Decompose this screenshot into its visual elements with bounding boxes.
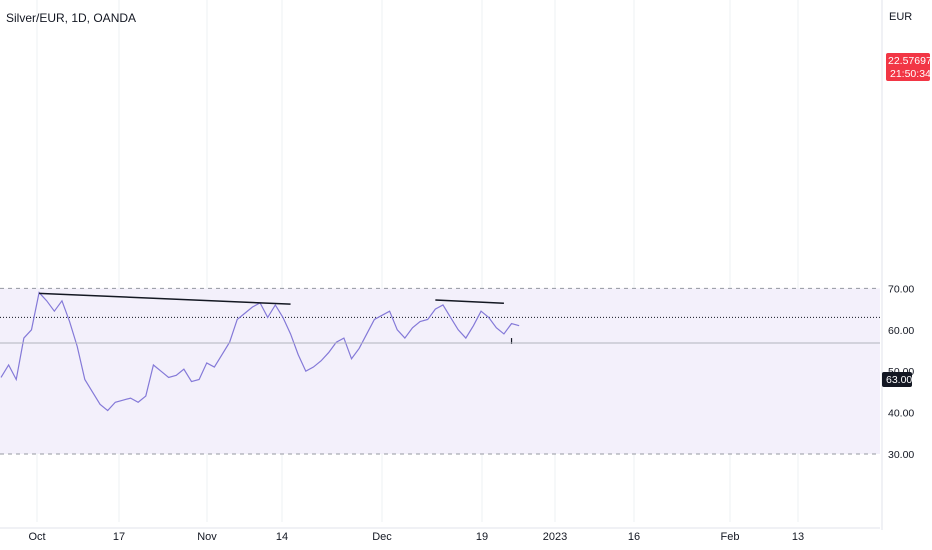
rsi-tick-label: 40.00 xyxy=(888,408,914,420)
rsi-tick-label: 70.00 xyxy=(888,283,914,295)
currency-label: EUR xyxy=(889,11,912,23)
chart-title: Silver/EUR, 1D, OANDA xyxy=(6,11,136,25)
price-badge-countdown: 21:50:34 xyxy=(890,68,931,80)
time-tick-label: Feb xyxy=(721,531,740,543)
price-badge: 22.57697 21:50:34 xyxy=(886,53,932,81)
rsi-tick-label: 60.00 xyxy=(888,325,914,337)
time-tick-label: 13 xyxy=(792,531,804,543)
time-tick-label: 14 xyxy=(276,531,288,543)
rsi-tick-label: 30.00 xyxy=(888,449,914,461)
time-tick-label: 17 xyxy=(113,531,125,543)
time-tick-label: Nov xyxy=(197,531,217,543)
price-badge-value: 22.57697 xyxy=(888,55,932,67)
rsi-pane xyxy=(0,287,880,455)
rsi-band-fill xyxy=(0,288,880,454)
rsi-trendline-1[interactable] xyxy=(435,299,504,305)
time-tick-label: 16 xyxy=(628,531,640,543)
time-tick-label: 2023 xyxy=(543,531,567,543)
rsi-trendline-0[interactable] xyxy=(39,292,291,305)
time-tick-label: Dec xyxy=(372,531,392,543)
rsi-badge: 63.00 xyxy=(882,372,912,387)
rsi-badge-value: 63.00 xyxy=(886,374,912,386)
time-tick-label: Oct xyxy=(28,531,45,543)
time-tick-label: 19 xyxy=(476,531,488,543)
